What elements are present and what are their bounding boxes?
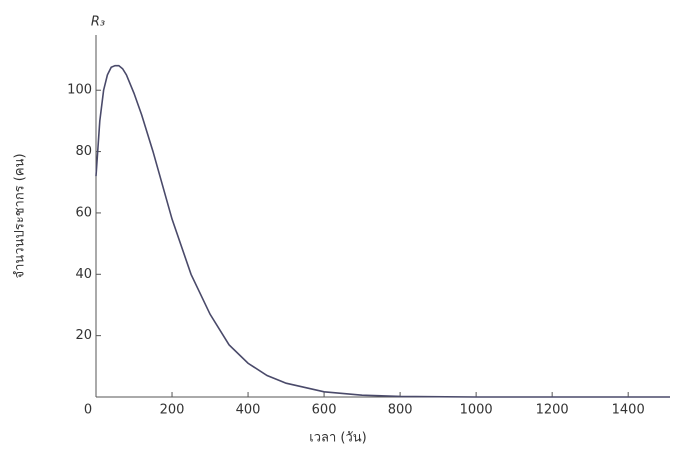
x-tick-label: 600 [312,403,337,418]
x-tick-label: 1400 [612,403,645,418]
y-tick-label: 20 [75,328,92,343]
x-tick-label: 1000 [460,403,493,418]
y-tick-label: 80 [75,144,92,159]
y-tick-label: 40 [75,267,92,282]
x-axis-label: เวลา (วัน) [309,431,366,446]
x-tick-label: 800 [388,403,413,418]
x-tick-label: 1200 [536,403,569,418]
x-tick-label: 0 [84,403,92,418]
y-tick-label: 100 [67,83,92,98]
y-axis-name: R₃ [91,15,105,30]
y-axis-label: จำนวนประชากร (คน) [13,153,28,278]
x-tick-label: 400 [236,403,261,418]
data-line [95,64,670,398]
y-tick-label: 60 [75,205,92,220]
x-tick-label: 200 [160,403,185,418]
